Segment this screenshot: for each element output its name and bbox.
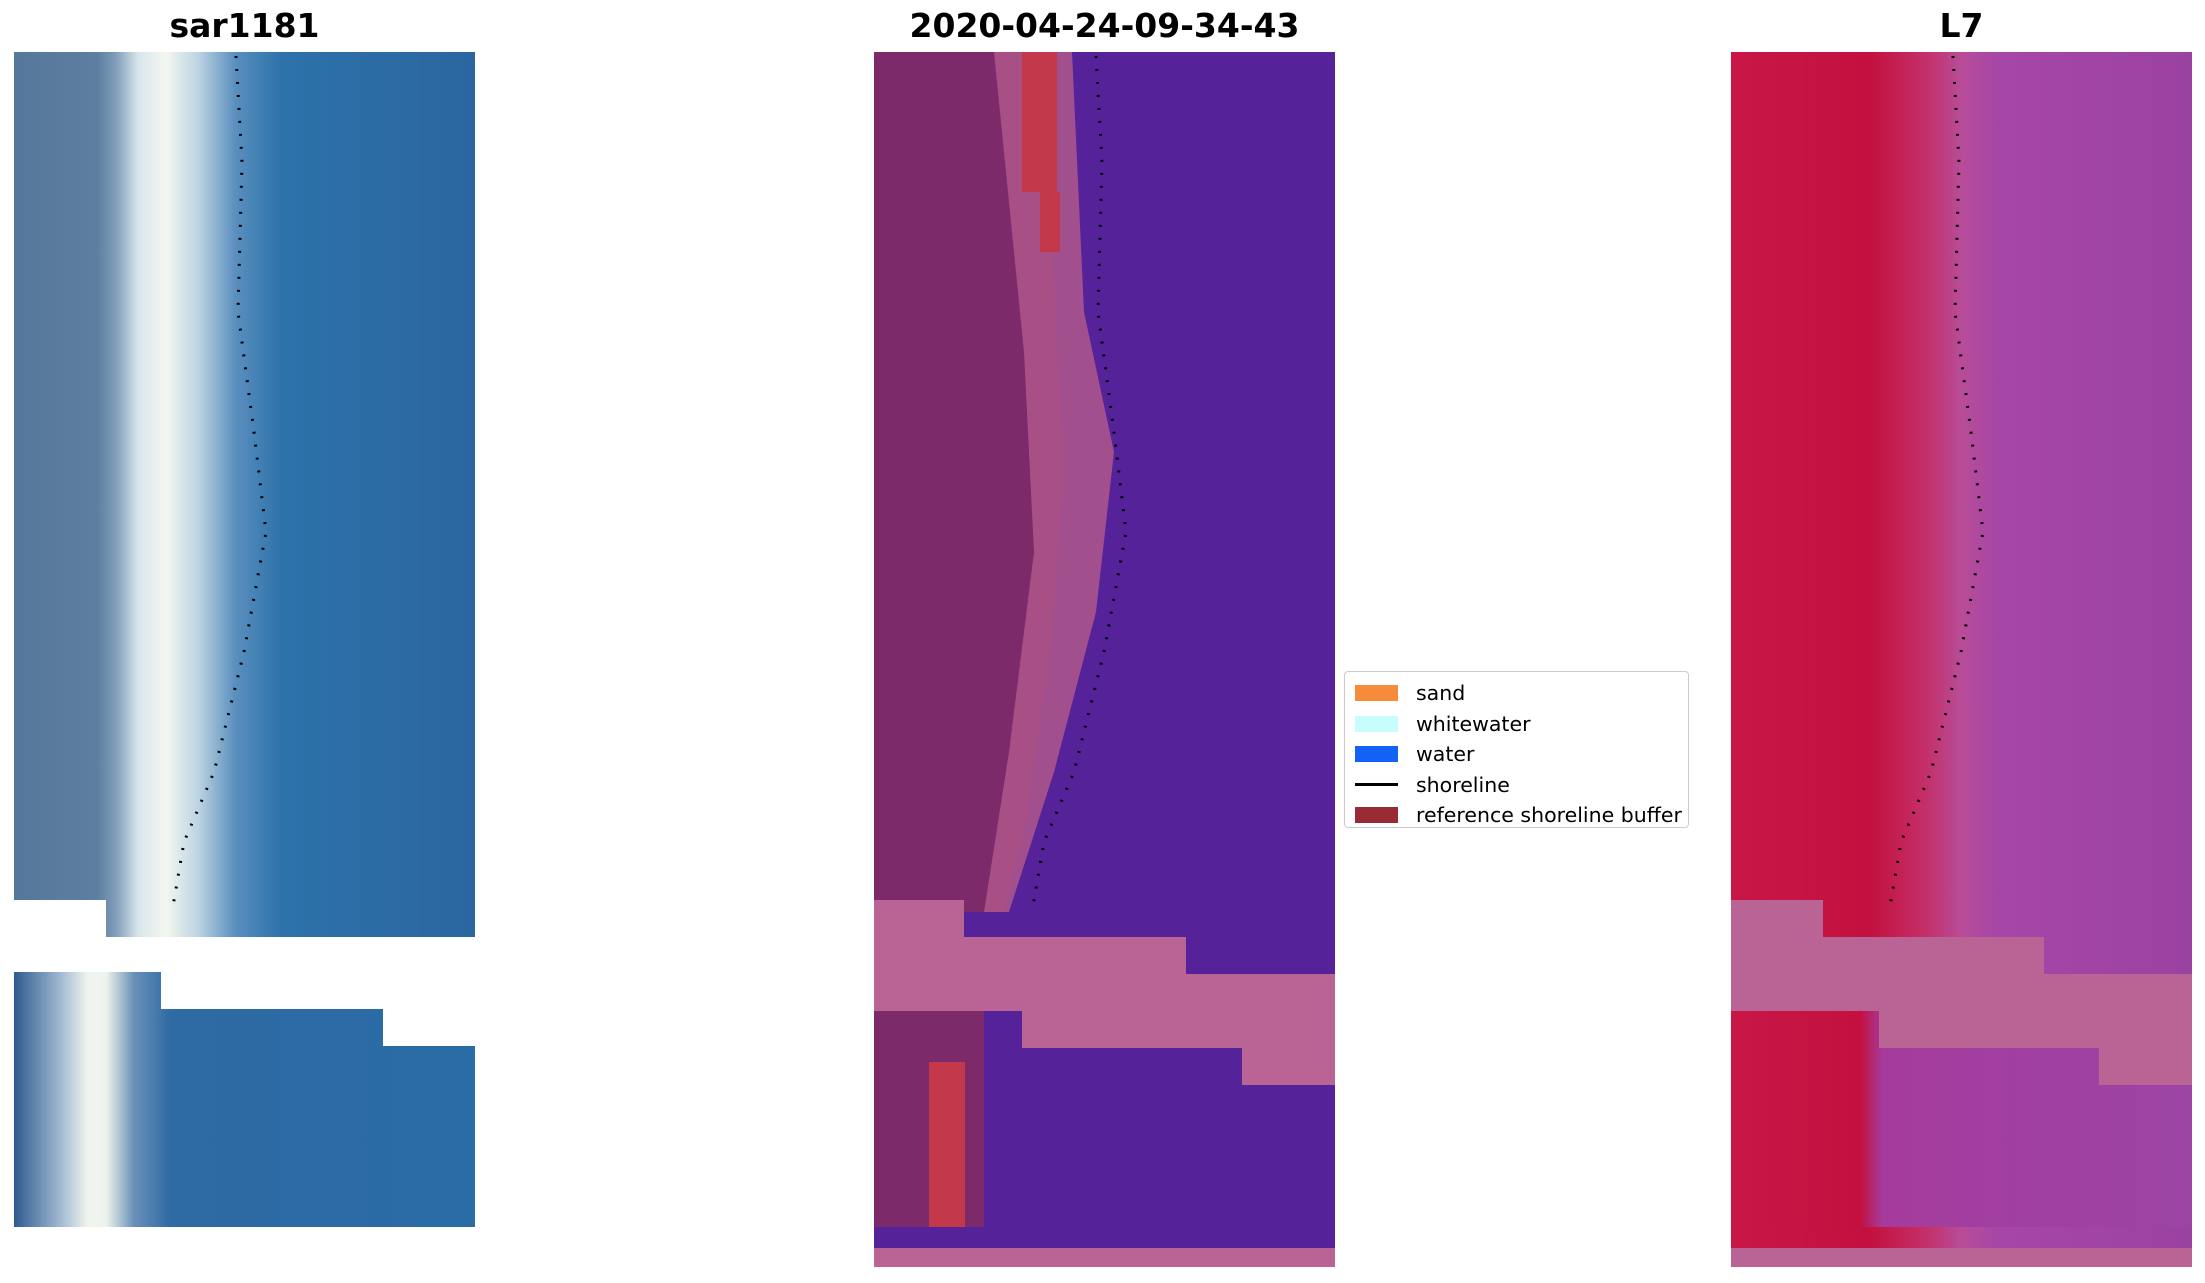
index-image-panel <box>1731 52 2192 1267</box>
nodata-area <box>383 1009 475 1046</box>
shoreline-line <box>170 55 268 913</box>
buffer-overlay <box>874 1248 1335 1267</box>
panel-title-classified: 2020-04-24-09-34-43 <box>909 6 1300 45</box>
legend-line <box>1355 783 1398 787</box>
legend-swatch <box>1355 807 1398 824</box>
buffer-overlay <box>1022 1011 1335 1048</box>
legend-item-sand: sand <box>1355 678 1678 709</box>
surf-zone <box>984 52 1114 912</box>
nodata-area <box>161 972 475 1009</box>
rgb-image-panel <box>14 52 475 1267</box>
panel-title-rgb: sar1181 <box>169 6 320 45</box>
reference-shoreline-buffer <box>929 1062 965 1227</box>
buffer-overlay <box>1731 974 2192 1011</box>
legend-label: shoreline <box>1416 772 1510 797</box>
buffer-overlay <box>874 937 1186 974</box>
legend-label: sand <box>1416 681 1466 706</box>
buffer-overlay <box>2099 1048 2192 1085</box>
nodata-area <box>14 937 324 972</box>
buffer-overlay <box>1731 937 2044 974</box>
legend-swatch <box>1355 715 1398 732</box>
legend-item-water: water <box>1355 739 1678 770</box>
shoreline-line <box>1887 55 1985 913</box>
legend-label: water <box>1416 742 1475 767</box>
reference-shoreline-buffer <box>1022 52 1057 192</box>
buffer-overlay <box>1242 1048 1335 1085</box>
legend-item-shoreline: shoreline <box>1355 770 1678 801</box>
legend-swatch <box>1355 746 1398 763</box>
buffer-overlay <box>1731 900 1823 937</box>
reference-shoreline-buffer <box>1040 192 1060 252</box>
legend-item-whitewater: whitewater <box>1355 709 1678 740</box>
nodata-area <box>324 937 475 972</box>
buffer-overlay <box>874 900 964 937</box>
buffer-overlay <box>1879 1011 2192 1048</box>
nodata-area <box>14 1227 475 1267</box>
panel-title-index: L7 <box>1939 6 1984 45</box>
shoreline-line <box>1030 55 1128 913</box>
legend-item-reference-buffer: reference shoreline buffer <box>1355 800 1682 831</box>
rgb-imagery <box>14 52 475 972</box>
legend: sand whitewater water shoreline referenc… <box>1344 671 1689 828</box>
classified-image-panel <box>874 52 1335 1267</box>
legend-swatch <box>1355 685 1398 702</box>
legend-label: reference shoreline buffer <box>1416 803 1682 828</box>
buffer-overlay <box>1731 1248 2192 1267</box>
legend-label: whitewater <box>1416 711 1531 736</box>
buffer-overlay <box>874 974 1335 1011</box>
